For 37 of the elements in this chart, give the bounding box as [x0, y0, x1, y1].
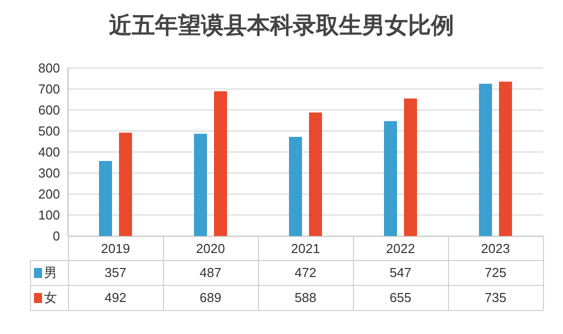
data-label: 689: [198, 289, 222, 307]
data-label: 725: [484, 264, 508, 282]
data-label: 357: [104, 264, 128, 282]
y-tick-label: 0: [52, 228, 60, 244]
y-tick-label: 700: [38, 82, 60, 97]
bar: [479, 84, 492, 236]
bar: [214, 91, 227, 236]
y-tick-label: 800: [38, 60, 60, 76]
bar: [119, 132, 132, 236]
y-tick-label: 400: [38, 144, 60, 160]
bar: [499, 82, 512, 236]
data-label: 735: [484, 289, 508, 307]
legend-label: 男: [44, 264, 57, 282]
bar: [384, 121, 397, 236]
data-label: 487: [198, 264, 222, 282]
bar: [99, 161, 112, 236]
y-tick-label: 600: [38, 102, 60, 118]
bar: [194, 134, 207, 236]
legend-label: 女: [44, 288, 57, 306]
y-tick-label: 500: [38, 124, 60, 139]
chart-title: 近五年望谟县本科录取生男女比例: [108, 12, 455, 40]
bar: [289, 136, 302, 236]
x-tick-label: 2022: [385, 240, 416, 258]
y-tick-label: 200: [38, 186, 60, 202]
data-label: 547: [388, 264, 412, 282]
x-tick-label: 2023: [480, 240, 511, 258]
data-label: 588: [294, 289, 318, 307]
x-tick-label: 2020: [195, 240, 226, 258]
data-label: 492: [104, 289, 128, 307]
data-label: 472: [294, 264, 318, 282]
x-tick-label: 2021: [290, 240, 321, 258]
bar: [404, 98, 417, 236]
bar: [309, 112, 322, 236]
y-tick-label: 300: [38, 166, 60, 181]
y-tick-label: 100: [38, 208, 60, 223]
x-tick-label: 2019: [100, 240, 131, 258]
data-label: 655: [388, 289, 412, 307]
